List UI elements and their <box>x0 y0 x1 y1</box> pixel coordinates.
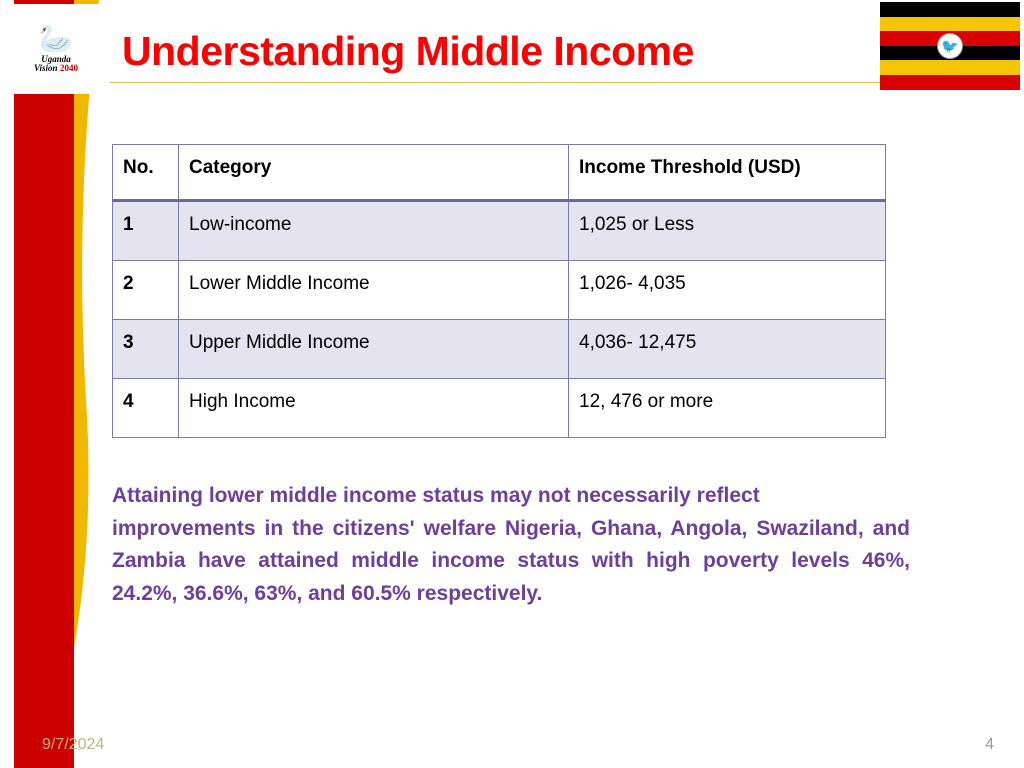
title-underline <box>110 82 885 83</box>
table-row: 4High Income12, 476 or more <box>113 379 886 438</box>
col-header-category: Category <box>179 145 569 201</box>
table-row: 2Lower Middle Income1,026- 4,035 <box>113 261 886 320</box>
uganda-vision-logo: 🦢 Uganda Vision 2040 <box>6 4 106 94</box>
cell-category: High Income <box>179 379 569 438</box>
cell-no: 3 <box>113 320 179 379</box>
flag-stripe <box>880 60 1020 75</box>
flag-stripe <box>880 2 1020 17</box>
table-row: 3Upper Middle Income4,036- 12,475 <box>113 320 886 379</box>
cell-threshold: 1,025 or Less <box>569 201 886 261</box>
logo-line2b: 2040 <box>60 63 78 73</box>
left-red-bar <box>14 0 74 768</box>
cell-threshold: 12, 476 or more <box>569 379 886 438</box>
cell-category: Lower Middle Income <box>179 261 569 320</box>
cell-no: 1 <box>113 201 179 261</box>
page-title: Understanding Middle Income <box>122 28 694 75</box>
table-header-row: No. Category Income Threshold (USD) <box>113 145 886 201</box>
cell-no: 2 <box>113 261 179 320</box>
flag-stripe <box>880 75 1020 90</box>
uganda-flag: 🐦 <box>880 2 1020 90</box>
cell-threshold: 4,036- 12,475 <box>569 320 886 379</box>
cell-no: 4 <box>113 379 179 438</box>
footer-page-number: 4 <box>985 736 994 754</box>
crane-icon: 🦢 <box>39 24 74 55</box>
col-header-no: No. <box>113 145 179 201</box>
footer-date: 9/7/2024 <box>42 736 104 754</box>
cell-threshold: 1,026- 4,035 <box>569 261 886 320</box>
col-header-threshold: Income Threshold (USD) <box>569 145 886 201</box>
income-table: No. Category Income Threshold (USD) 1Low… <box>112 144 886 438</box>
flag-crest-icon: 🐦 <box>937 33 963 59</box>
cell-category: Upper Middle Income <box>179 320 569 379</box>
body-paragraph: Attaining lower middle income status may… <box>112 480 910 610</box>
cell-category: Low-income <box>179 201 569 261</box>
table-row: 1Low-income1,025 or Less <box>113 201 886 261</box>
logo-line1: Uganda <box>41 54 71 64</box>
logo-line2a: Vision <box>34 63 58 73</box>
flag-stripe <box>880 17 1020 32</box>
